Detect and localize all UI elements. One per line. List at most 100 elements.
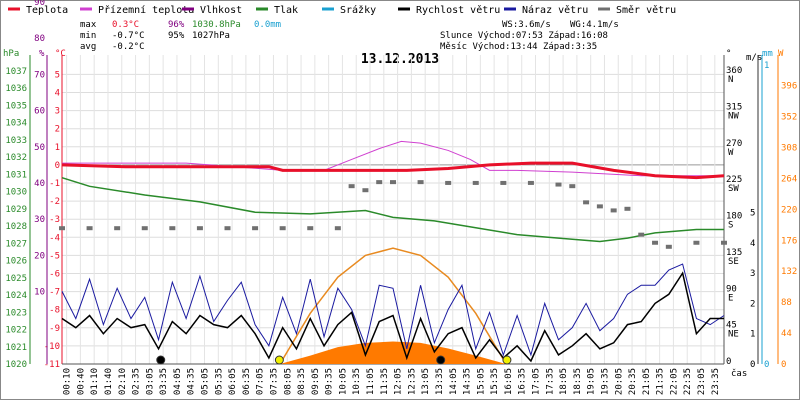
- tick-label-temp: -10: [44, 342, 60, 352]
- wind-direction-point: [610, 208, 617, 213]
- wind-direction-point: [252, 226, 259, 231]
- x-tick-label: 02:35: [132, 368, 142, 395]
- tick-label-press: 1024: [5, 291, 27, 301]
- tick-label-temp: -8: [49, 306, 60, 316]
- x-tick-label: 08:05: [283, 368, 293, 395]
- tick-label-dir: 135: [726, 248, 742, 258]
- tick-label-temp: -2: [49, 197, 60, 207]
- x-tick-label: 20:05: [614, 368, 624, 395]
- stats-max-temp: 0.3°C: [112, 20, 139, 30]
- tick-label-temp: -3: [49, 215, 60, 225]
- stats-avg-temp: -0.2°C: [112, 42, 145, 52]
- stats-sun: Slunce Východ:07:53 Západ:16:08: [440, 31, 608, 41]
- x-tick-label: 00:40: [76, 368, 86, 395]
- wind-direction-point: [169, 226, 176, 231]
- x-tick-label: 23:35: [711, 368, 721, 395]
- tick-label-dir-cardinal: NW: [728, 111, 739, 121]
- tick-label-w: 88: [781, 298, 792, 308]
- tick-label-w: 44: [781, 329, 792, 339]
- tick-label-press: 1032: [5, 153, 27, 163]
- stats-min-label: min: [80, 31, 96, 41]
- tick-label-mm: 0: [764, 360, 769, 370]
- x-tick-label: 07:35: [269, 368, 279, 395]
- x-tick-label: 06:35: [242, 368, 252, 395]
- x-tick-label: 16:05: [504, 368, 514, 395]
- tick-label-press: 1023: [5, 308, 27, 318]
- tick-label-hum: 40: [34, 179, 45, 189]
- wind-direction-point: [638, 232, 645, 237]
- legend-label-dir: Směr větru: [616, 4, 676, 16]
- wind-direction-point: [693, 240, 700, 245]
- tick-label-temp: -5: [49, 251, 60, 261]
- legend-label-temp: Teplota: [26, 5, 68, 16]
- tick-label-w: 220: [781, 205, 797, 215]
- wind-direction-point: [624, 206, 631, 211]
- tick-label-w: 0: [781, 360, 786, 370]
- wind-direction-point: [86, 226, 93, 231]
- x-tick-label: 07:05: [256, 368, 266, 395]
- x-tick-label: 06:05: [228, 368, 238, 395]
- tick-label-press: 1037: [5, 67, 27, 77]
- wind-direction-point: [555, 182, 562, 187]
- tick-label-hum: 20: [34, 251, 45, 261]
- x-tick-label: 16:35: [518, 368, 528, 395]
- wind-direction-point: [59, 226, 65, 231]
- x-tick-label: 23:05: [697, 368, 707, 395]
- stats-max-press: 1030.8hPa: [192, 20, 241, 30]
- plot-area: [59, 140, 727, 365]
- x-tick-label: 12:05: [394, 368, 404, 395]
- x-tick-label: 11:35: [380, 368, 390, 395]
- tick-label-temp: -1: [49, 179, 60, 189]
- tick-label-temp: 5: [55, 70, 60, 80]
- tick-label-dir: 360: [726, 66, 742, 76]
- legend-label-speed: Rychlost větru: [416, 4, 500, 16]
- wind-direction-point: [665, 244, 672, 249]
- tick-label-hum: 30: [34, 215, 45, 225]
- tick-label-temp: 0: [55, 161, 60, 171]
- x-tick-label: 22:05: [669, 368, 679, 395]
- tick-label-w: 396: [781, 82, 797, 92]
- tick-label-ms: 3: [750, 269, 755, 279]
- wind-direction-point: [114, 226, 121, 231]
- tick-label-press: 1021: [5, 343, 27, 353]
- wind-direction-point: [527, 180, 534, 185]
- wind-direction-point: [334, 226, 341, 231]
- x-tick-label: 01:10: [90, 368, 100, 395]
- wind-direction-point: [596, 204, 603, 209]
- x-tick-label: 17:35: [545, 368, 555, 395]
- axis-unit-dir: °: [726, 49, 731, 59]
- x-tick-label: 04:05: [173, 368, 183, 395]
- wind-direction-point: [376, 180, 383, 185]
- tick-label-ms: 4: [750, 239, 755, 249]
- tick-label-press: 1034: [5, 119, 27, 129]
- x-tick-label: 10:35: [352, 368, 362, 395]
- tick-label-press: 1022: [5, 326, 27, 336]
- tick-label-hum: 60: [34, 107, 45, 117]
- tick-label-temp: -11: [44, 360, 60, 370]
- tick-label-temp: 1: [55, 143, 60, 153]
- stats-avg-label: avg: [80, 42, 96, 52]
- wind-direction-point: [348, 184, 355, 189]
- chart-title: 13.12.2013: [361, 52, 439, 67]
- solar-radiation-area: [279, 341, 507, 364]
- tick-label-w: 308: [781, 143, 797, 153]
- tick-label-ms: 2: [750, 299, 755, 309]
- tick-label-w: 176: [781, 236, 797, 246]
- moonset-marker: [156, 355, 166, 365]
- sunset-marker: [502, 355, 512, 365]
- x-tick-label: 18:05: [559, 368, 569, 395]
- tick-label-dir-cardinal: S: [728, 221, 733, 231]
- tick-label-temp: -4: [49, 233, 60, 243]
- sun-path-curve: [279, 247, 507, 365]
- tick-label-temp: -7: [49, 288, 60, 298]
- tick-label-dir-cardinal: W: [728, 148, 734, 158]
- tick-label-dir: 0: [726, 357, 731, 367]
- tick-label-press: 1033: [5, 136, 27, 146]
- series-line-rychlost-v-tru: [61, 271, 724, 363]
- wind-direction-point: [445, 180, 452, 185]
- tick-label-temp: -9: [49, 324, 60, 334]
- x-tick-label: 01:40: [104, 368, 114, 395]
- axis-unit-mm: mm: [762, 49, 773, 59]
- x-tick-label: 03:35: [159, 368, 169, 395]
- stats-max-label: max: [80, 20, 97, 30]
